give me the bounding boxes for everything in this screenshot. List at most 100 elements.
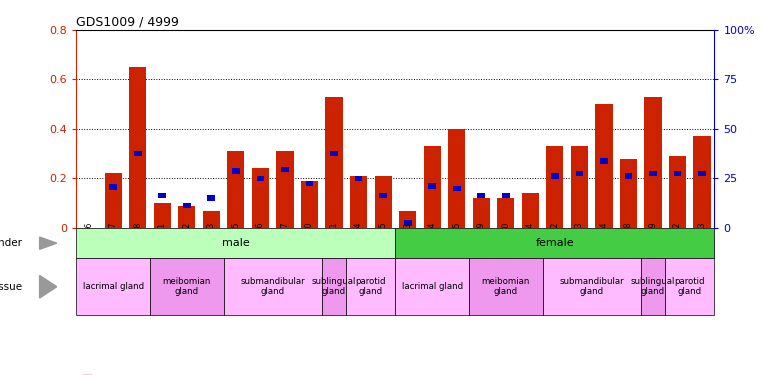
Bar — [669, 156, 686, 228]
Text: GSM27184: GSM27184 — [526, 222, 535, 263]
FancyBboxPatch shape — [150, 258, 224, 315]
FancyBboxPatch shape — [592, 228, 616, 256]
Bar — [379, 193, 387, 198]
Bar — [374, 176, 392, 228]
Text: male: male — [222, 238, 250, 248]
Text: GSM27175: GSM27175 — [452, 221, 461, 263]
FancyBboxPatch shape — [494, 228, 517, 256]
Text: GSM25994: GSM25994 — [600, 221, 608, 263]
Text: GSM26000: GSM26000 — [305, 221, 314, 263]
FancyBboxPatch shape — [76, 228, 396, 258]
Text: GSM27173: GSM27173 — [403, 221, 412, 263]
Bar — [399, 210, 416, 228]
FancyBboxPatch shape — [568, 228, 591, 256]
Bar — [109, 184, 117, 190]
Bar — [625, 173, 633, 178]
Polygon shape — [40, 237, 57, 249]
Bar — [232, 168, 240, 174]
Bar — [330, 151, 338, 156]
Bar — [674, 171, 681, 176]
Text: GSM26005: GSM26005 — [379, 221, 387, 263]
Bar — [620, 159, 637, 228]
FancyBboxPatch shape — [371, 228, 395, 256]
Bar — [350, 176, 367, 228]
Bar — [473, 198, 490, 228]
Text: GSM26002: GSM26002 — [673, 221, 682, 263]
Bar — [208, 195, 215, 201]
Bar — [497, 198, 514, 228]
Text: GSM27180: GSM27180 — [501, 222, 510, 263]
Bar — [277, 151, 293, 228]
FancyBboxPatch shape — [298, 228, 322, 256]
Text: GSM27174: GSM27174 — [428, 221, 437, 263]
Bar — [571, 146, 588, 228]
Bar — [478, 193, 485, 198]
Bar — [105, 174, 121, 228]
FancyBboxPatch shape — [322, 228, 346, 256]
FancyBboxPatch shape — [617, 228, 640, 256]
FancyBboxPatch shape — [396, 228, 714, 258]
Bar — [423, 146, 441, 228]
Polygon shape — [40, 275, 57, 298]
FancyBboxPatch shape — [76, 258, 150, 315]
Bar — [698, 171, 706, 176]
FancyBboxPatch shape — [274, 228, 296, 256]
Bar — [183, 203, 191, 208]
FancyBboxPatch shape — [641, 228, 665, 256]
Text: GSM25996: GSM25996 — [256, 221, 265, 263]
Text: GSM25999: GSM25999 — [649, 221, 658, 263]
Text: GSM27179: GSM27179 — [477, 221, 486, 263]
Bar — [551, 173, 558, 178]
FancyBboxPatch shape — [126, 228, 150, 256]
FancyBboxPatch shape — [543, 228, 567, 256]
Text: GSM26003: GSM26003 — [698, 221, 707, 263]
Text: meibomian
gland: meibomian gland — [163, 277, 211, 296]
Bar — [202, 210, 220, 228]
FancyBboxPatch shape — [346, 258, 396, 315]
Text: GSM27181: GSM27181 — [158, 222, 167, 262]
FancyBboxPatch shape — [396, 228, 419, 256]
Bar — [600, 158, 608, 164]
Text: lacrimal gland: lacrimal gland — [402, 282, 463, 291]
Bar — [134, 151, 141, 156]
Bar — [694, 136, 711, 228]
FancyBboxPatch shape — [420, 228, 444, 256]
Text: parotid
gland: parotid gland — [355, 277, 386, 296]
Bar — [546, 146, 563, 228]
Bar — [502, 193, 510, 198]
FancyBboxPatch shape — [519, 228, 542, 256]
FancyBboxPatch shape — [224, 258, 322, 315]
FancyBboxPatch shape — [665, 258, 714, 315]
Text: GSM25993: GSM25993 — [575, 221, 584, 263]
Text: GSM27183: GSM27183 — [207, 222, 216, 263]
Text: GDS1009 / 4999: GDS1009 / 4999 — [76, 16, 180, 29]
Bar — [429, 183, 436, 189]
Bar — [644, 97, 662, 228]
FancyBboxPatch shape — [199, 228, 223, 256]
Text: GSM25997: GSM25997 — [280, 221, 290, 263]
Bar — [448, 129, 465, 228]
Bar — [354, 176, 362, 181]
Bar — [178, 206, 196, 228]
Text: tissue: tissue — [0, 282, 22, 292]
Text: GSM25995: GSM25995 — [231, 221, 241, 263]
FancyBboxPatch shape — [445, 228, 468, 256]
FancyBboxPatch shape — [77, 228, 100, 256]
Bar — [575, 171, 583, 176]
Bar — [252, 168, 269, 228]
Text: sublingual
gland: sublingual gland — [631, 277, 675, 296]
FancyBboxPatch shape — [224, 228, 248, 256]
Text: sublingual
gland: sublingual gland — [312, 277, 356, 296]
FancyBboxPatch shape — [248, 228, 272, 256]
Bar — [228, 151, 244, 228]
Bar — [281, 167, 289, 172]
FancyBboxPatch shape — [396, 258, 469, 315]
Bar — [129, 67, 147, 228]
Text: GSM27177: GSM27177 — [108, 221, 118, 263]
FancyBboxPatch shape — [469, 258, 542, 315]
Bar — [325, 97, 342, 228]
Text: GSM26004: GSM26004 — [354, 221, 363, 263]
Text: GSM25998: GSM25998 — [624, 221, 633, 263]
FancyBboxPatch shape — [102, 228, 125, 256]
Bar — [301, 181, 318, 228]
